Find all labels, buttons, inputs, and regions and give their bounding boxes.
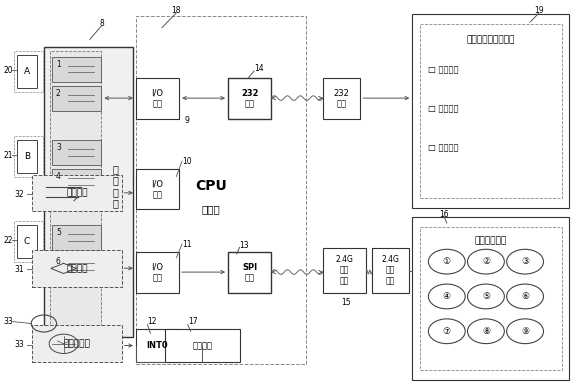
Bar — [323, 78, 361, 119]
Text: 1: 1 — [56, 60, 61, 69]
Text: 9: 9 — [185, 116, 190, 125]
Bar — [32, 175, 122, 211]
Text: ③: ③ — [521, 257, 529, 266]
Bar — [17, 55, 37, 88]
Bar — [323, 248, 366, 293]
Bar — [17, 140, 37, 173]
Text: 20: 20 — [3, 66, 13, 75]
Bar — [53, 254, 102, 279]
Text: SPI
接口: SPI 接口 — [242, 263, 257, 282]
Text: ①: ① — [443, 257, 451, 266]
Text: 主控板: 主控板 — [201, 204, 220, 215]
Bar — [165, 329, 239, 362]
Text: □ 系统设置: □ 系统设置 — [428, 66, 459, 75]
Bar — [14, 51, 43, 92]
Bar — [53, 86, 102, 111]
Text: 16: 16 — [439, 210, 449, 218]
Text: 19: 19 — [534, 6, 544, 15]
Text: ⑨: ⑨ — [521, 327, 529, 336]
Bar — [228, 252, 271, 293]
Text: 12: 12 — [148, 317, 157, 326]
Text: 22: 22 — [3, 236, 13, 245]
Text: 18: 18 — [171, 6, 181, 15]
Text: ⑦: ⑦ — [443, 327, 451, 336]
Text: 13: 13 — [239, 241, 249, 249]
Bar — [17, 225, 37, 258]
Text: ④: ④ — [443, 292, 451, 301]
Bar — [136, 16, 306, 364]
Text: 翹醉机自动控制系统: 翹醉机自动控制系统 — [467, 35, 515, 44]
Text: 8: 8 — [99, 19, 104, 28]
Text: CPU: CPU — [195, 179, 227, 193]
Text: 行程开关: 行程开关 — [66, 264, 88, 273]
Text: 31: 31 — [14, 265, 24, 274]
Text: 2.4G
通信
模块: 2.4G 通信 模块 — [382, 255, 400, 285]
Bar — [14, 136, 43, 177]
Bar — [14, 221, 43, 262]
Text: ⑤: ⑤ — [482, 292, 490, 301]
Text: 3: 3 — [56, 143, 61, 152]
Text: 接近开关: 接近开关 — [66, 189, 88, 197]
Text: A: A — [24, 67, 30, 76]
Text: ⑥: ⑥ — [521, 292, 529, 301]
Text: 14: 14 — [254, 64, 264, 73]
Text: 10: 10 — [182, 157, 192, 166]
Text: 6: 6 — [56, 257, 61, 266]
Bar — [419, 227, 563, 370]
Bar — [53, 225, 102, 250]
Text: 继
电
器
组: 继 电 器 组 — [113, 164, 119, 209]
Text: 21: 21 — [3, 151, 13, 160]
Text: 2.4G
通信
模块: 2.4G 通信 模块 — [336, 255, 354, 285]
Bar — [32, 250, 122, 287]
Bar — [412, 14, 569, 208]
Text: 旋转编码器: 旋转编码器 — [63, 340, 91, 348]
Text: B: B — [24, 152, 30, 161]
Text: I/O
接口: I/O 接口 — [152, 263, 163, 282]
Bar — [136, 78, 179, 119]
Text: 11: 11 — [182, 240, 192, 249]
Text: 15: 15 — [341, 298, 351, 307]
Text: INT0: INT0 — [147, 341, 168, 350]
Bar — [32, 326, 122, 362]
Text: 33: 33 — [14, 340, 24, 349]
Bar — [136, 329, 179, 362]
Bar — [50, 51, 102, 333]
Bar — [136, 252, 179, 293]
Text: I/O
接口: I/O 接口 — [152, 180, 163, 199]
Bar — [419, 24, 563, 198]
Text: 33: 33 — [3, 317, 13, 326]
Bar — [372, 248, 409, 293]
Text: □ 手动控制: □ 手动控制 — [428, 143, 459, 152]
Text: 2: 2 — [56, 89, 61, 98]
Text: 4: 4 — [56, 172, 61, 181]
Text: □ 自动控制: □ 自动控制 — [428, 104, 459, 113]
Text: ②: ② — [482, 257, 490, 266]
Text: I/O
接口: I/O 接口 — [152, 88, 163, 108]
Text: 232
接口: 232 接口 — [241, 88, 258, 108]
Bar — [53, 57, 102, 82]
Text: 时钟模块: 时钟模块 — [192, 341, 212, 350]
Bar — [44, 47, 133, 337]
Text: ⑧: ⑧ — [482, 327, 490, 336]
Bar — [412, 217, 569, 379]
Text: 温度采魆模块: 温度采魆模块 — [475, 236, 507, 245]
Text: 17: 17 — [188, 317, 197, 326]
Text: C: C — [24, 237, 30, 246]
Text: 5: 5 — [56, 228, 61, 237]
Text: 232
接口: 232 接口 — [334, 88, 350, 108]
Bar — [53, 140, 102, 165]
Text: 32: 32 — [14, 189, 24, 199]
Bar — [228, 78, 271, 119]
Bar — [53, 169, 102, 194]
Bar — [136, 169, 179, 210]
